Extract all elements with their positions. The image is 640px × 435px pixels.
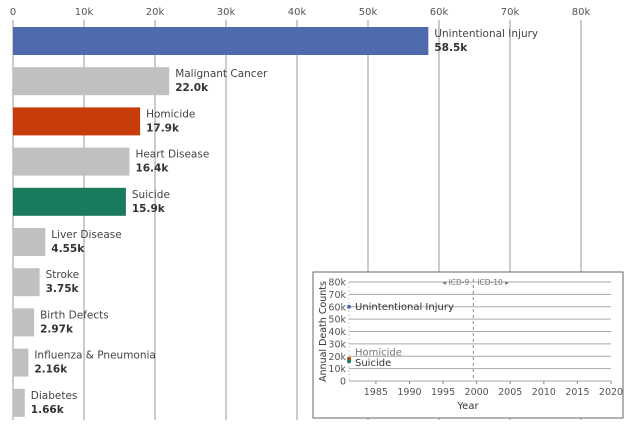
category-label: Birth Defects [40, 309, 109, 321]
x-tick-label: 1990 [397, 387, 421, 398]
bar [13, 228, 46, 256]
bar [13, 67, 170, 96]
category-label: Heart Disease [135, 149, 209, 161]
category-label: Liver Disease [51, 229, 121, 241]
y-tick-label: 60k [328, 302, 346, 313]
y-tick-label: 70k [328, 290, 346, 301]
bar [13, 308, 35, 337]
y-tick-label: 80k [328, 278, 346, 289]
value-label: 17.9k [146, 122, 180, 134]
value-label: 3.75k [46, 283, 80, 295]
value-label: 16.4k [135, 163, 169, 175]
x-tick-label: 40k [288, 7, 307, 18]
x-tick-label: 30k [217, 7, 236, 18]
annotation-left: ◂ ICD-9 [442, 278, 469, 287]
x-tick-label: 1995 [431, 387, 455, 398]
value-label: 1.66k [31, 404, 65, 416]
x-tick-label: 60k [430, 7, 449, 18]
bar [13, 348, 29, 377]
y-tick-label: 30k [328, 339, 346, 350]
category-label: Malignant Cancer [175, 68, 268, 80]
y-axis-label: Annual Death Counts [318, 281, 329, 382]
x-tick-label: 80k [572, 7, 591, 18]
x-tick-label: 70k [501, 7, 520, 18]
y-tick-label: 20k [328, 352, 346, 363]
category-label: Unintentional Injury [434, 28, 538, 40]
category-label: Influenza & Pneumonia [34, 350, 156, 362]
x-tick-label: 2005 [498, 387, 522, 398]
x-tick-label: 20k [146, 7, 165, 18]
bar [13, 27, 429, 55]
bar [13, 187, 126, 216]
value-label: 4.55k [51, 243, 85, 255]
y-tick-label: 0 [340, 377, 346, 388]
category-label: Homicide [146, 108, 195, 120]
x-tick-label: 2020 [599, 387, 623, 398]
annotation-right: ICD-10 ▸ [477, 278, 509, 287]
y-tick-label: 50k [328, 315, 346, 326]
y-tick-label: 40k [328, 327, 346, 338]
x-tick-label: 50k [359, 7, 378, 18]
value-label: 22.0k [175, 82, 209, 94]
series-label: Homicide [355, 348, 402, 359]
value-label: 2.97k [40, 323, 74, 335]
category-label: Diabetes [31, 390, 78, 402]
category-label: Stroke [46, 269, 79, 281]
x-tick-label: 2000 [465, 387, 489, 398]
x-tick-label: 2015 [565, 387, 589, 398]
inset-frame [312, 271, 624, 419]
x-tick-label: 10k [75, 7, 94, 18]
y-tick-label: 10k [328, 364, 346, 375]
data-point [347, 304, 351, 309]
series-label: Unintentional Injury [355, 302, 454, 313]
value-label: 2.16k [34, 364, 68, 376]
bar [13, 147, 130, 176]
bar [13, 268, 40, 297]
category-label: Suicide [132, 189, 170, 201]
x-tick-label: 1985 [364, 387, 388, 398]
x-tick-label: 2010 [532, 387, 556, 398]
bar [13, 388, 25, 417]
x-axis-label: Year [456, 401, 479, 412]
bar [13, 107, 141, 136]
value-label: 58.5k [434, 42, 468, 54]
x-tick-label: 0 [10, 7, 16, 18]
series-label: Suicide [355, 358, 391, 369]
data-point [347, 359, 351, 364]
value-label: 15.9k [132, 203, 166, 215]
